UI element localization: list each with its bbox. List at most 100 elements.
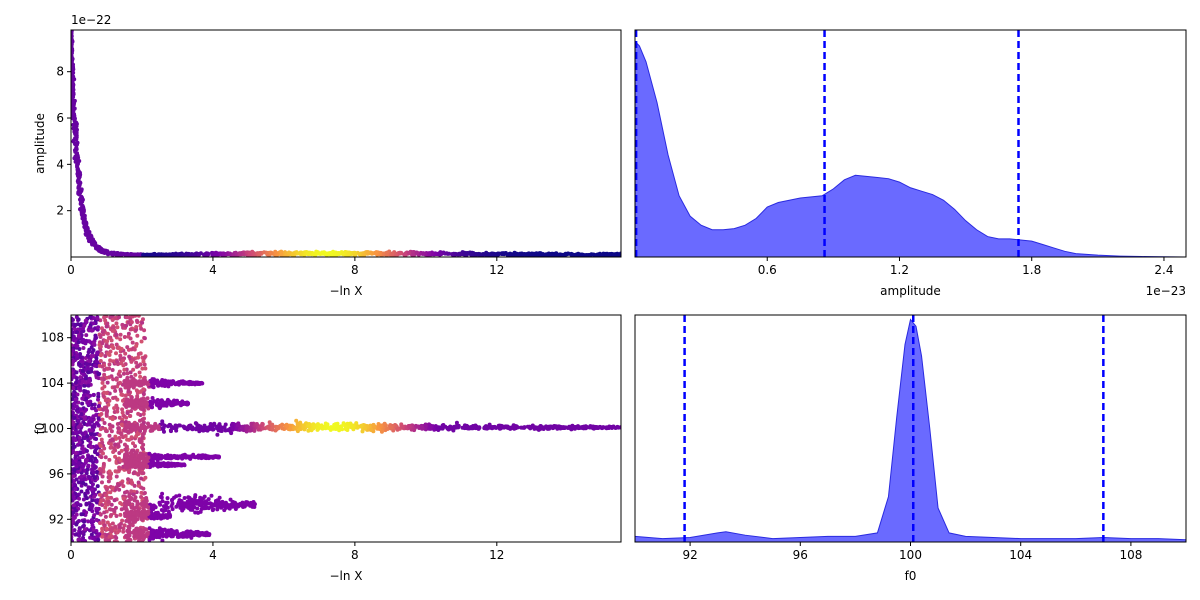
trace-point <box>102 510 107 515</box>
trace-point <box>87 485 92 490</box>
trace-point <box>81 464 86 469</box>
trace-point <box>113 505 118 510</box>
trace-point <box>105 331 110 336</box>
trace-point <box>71 36 74 41</box>
trace-point <box>435 427 440 432</box>
trace-point <box>195 454 200 459</box>
trace-point <box>98 347 103 352</box>
trace-point <box>507 252 512 257</box>
trace-point <box>100 503 105 508</box>
trace-point <box>84 361 89 366</box>
trace-point <box>121 526 126 531</box>
trace-point <box>470 252 475 257</box>
trace-point <box>94 359 99 364</box>
trace-point <box>449 252 454 257</box>
trace-point <box>140 320 145 325</box>
trace-point <box>217 425 222 430</box>
trace-point <box>80 431 85 436</box>
trace-point <box>315 422 320 427</box>
trace-point <box>169 504 174 508</box>
trace-point <box>134 253 139 257</box>
trace-point <box>465 251 470 256</box>
trace-point <box>148 399 153 404</box>
trace-point <box>90 482 95 487</box>
trace-point <box>131 382 136 387</box>
trace-point <box>464 426 469 431</box>
trace-point <box>108 473 113 478</box>
trace-point <box>71 410 74 415</box>
trace-point <box>124 378 129 383</box>
x-tick-label: 1.8 <box>1022 263 1041 277</box>
trace-point <box>75 330 80 335</box>
trace-point <box>91 527 96 532</box>
trace-point <box>100 380 105 385</box>
trace-point <box>98 471 103 476</box>
trace-point <box>93 476 97 481</box>
trace-point <box>575 252 580 257</box>
trace-point <box>141 252 146 257</box>
trace-point <box>583 253 588 257</box>
trace-point <box>108 507 113 512</box>
trace-point <box>176 252 181 257</box>
trace-point <box>195 425 200 430</box>
trace-point <box>168 428 173 433</box>
axis-offset-label: 1e−22 <box>71 13 111 27</box>
trace-point <box>71 510 76 515</box>
trace-point <box>82 383 87 388</box>
trace-point <box>126 477 131 482</box>
trace-point <box>82 222 87 227</box>
x-tick-label: 8 <box>351 263 359 277</box>
trace-point <box>88 237 93 242</box>
trace-point <box>80 512 85 517</box>
trace-point <box>70 5 74 9</box>
trace-point <box>89 328 94 333</box>
y-tick-label: 2 <box>56 204 64 218</box>
trace-point <box>205 454 210 459</box>
trace-point <box>78 503 83 508</box>
trace-point <box>78 355 83 360</box>
trace-point <box>71 105 75 110</box>
trace-point <box>206 252 211 257</box>
trace-point <box>210 455 215 460</box>
trace-point <box>234 502 239 507</box>
trace-point <box>152 381 157 386</box>
trace-point <box>94 444 99 449</box>
x-tick-label: 12 <box>489 263 504 277</box>
trace-point <box>112 498 117 503</box>
trace-point <box>244 429 249 434</box>
trace-point <box>487 252 492 257</box>
trace-point <box>248 428 253 433</box>
trace-point <box>141 387 146 392</box>
trace-point <box>125 371 130 376</box>
trace-point <box>104 486 109 491</box>
trace-point <box>109 529 114 534</box>
trace-point <box>129 429 134 434</box>
trace-point <box>96 397 101 402</box>
trace-point <box>96 416 101 421</box>
axis-offset-label: 1e−23 <box>1146 284 1186 298</box>
trace-point <box>440 425 445 430</box>
trace-point <box>86 383 91 388</box>
trace-point <box>270 426 275 431</box>
trace-point <box>89 369 94 374</box>
trace-point <box>194 421 199 426</box>
trace-point <box>129 359 134 364</box>
trace-point <box>103 505 108 510</box>
trace-point <box>99 437 104 442</box>
trace-point <box>102 390 107 395</box>
trace-point <box>180 252 185 257</box>
trace-point <box>134 450 139 455</box>
trace-point <box>112 406 117 411</box>
trace-point <box>89 454 94 459</box>
trace-point <box>267 424 272 429</box>
trace-point <box>124 323 129 328</box>
trace-point <box>74 135 79 140</box>
trace-point <box>82 476 87 481</box>
trace-point <box>86 519 91 524</box>
trace-point <box>498 425 503 430</box>
trace-point <box>84 407 89 412</box>
trace-point <box>522 425 527 430</box>
axes-frame <box>634 29 1187 258</box>
trace-point <box>490 425 495 430</box>
trace-point <box>69 8 73 12</box>
